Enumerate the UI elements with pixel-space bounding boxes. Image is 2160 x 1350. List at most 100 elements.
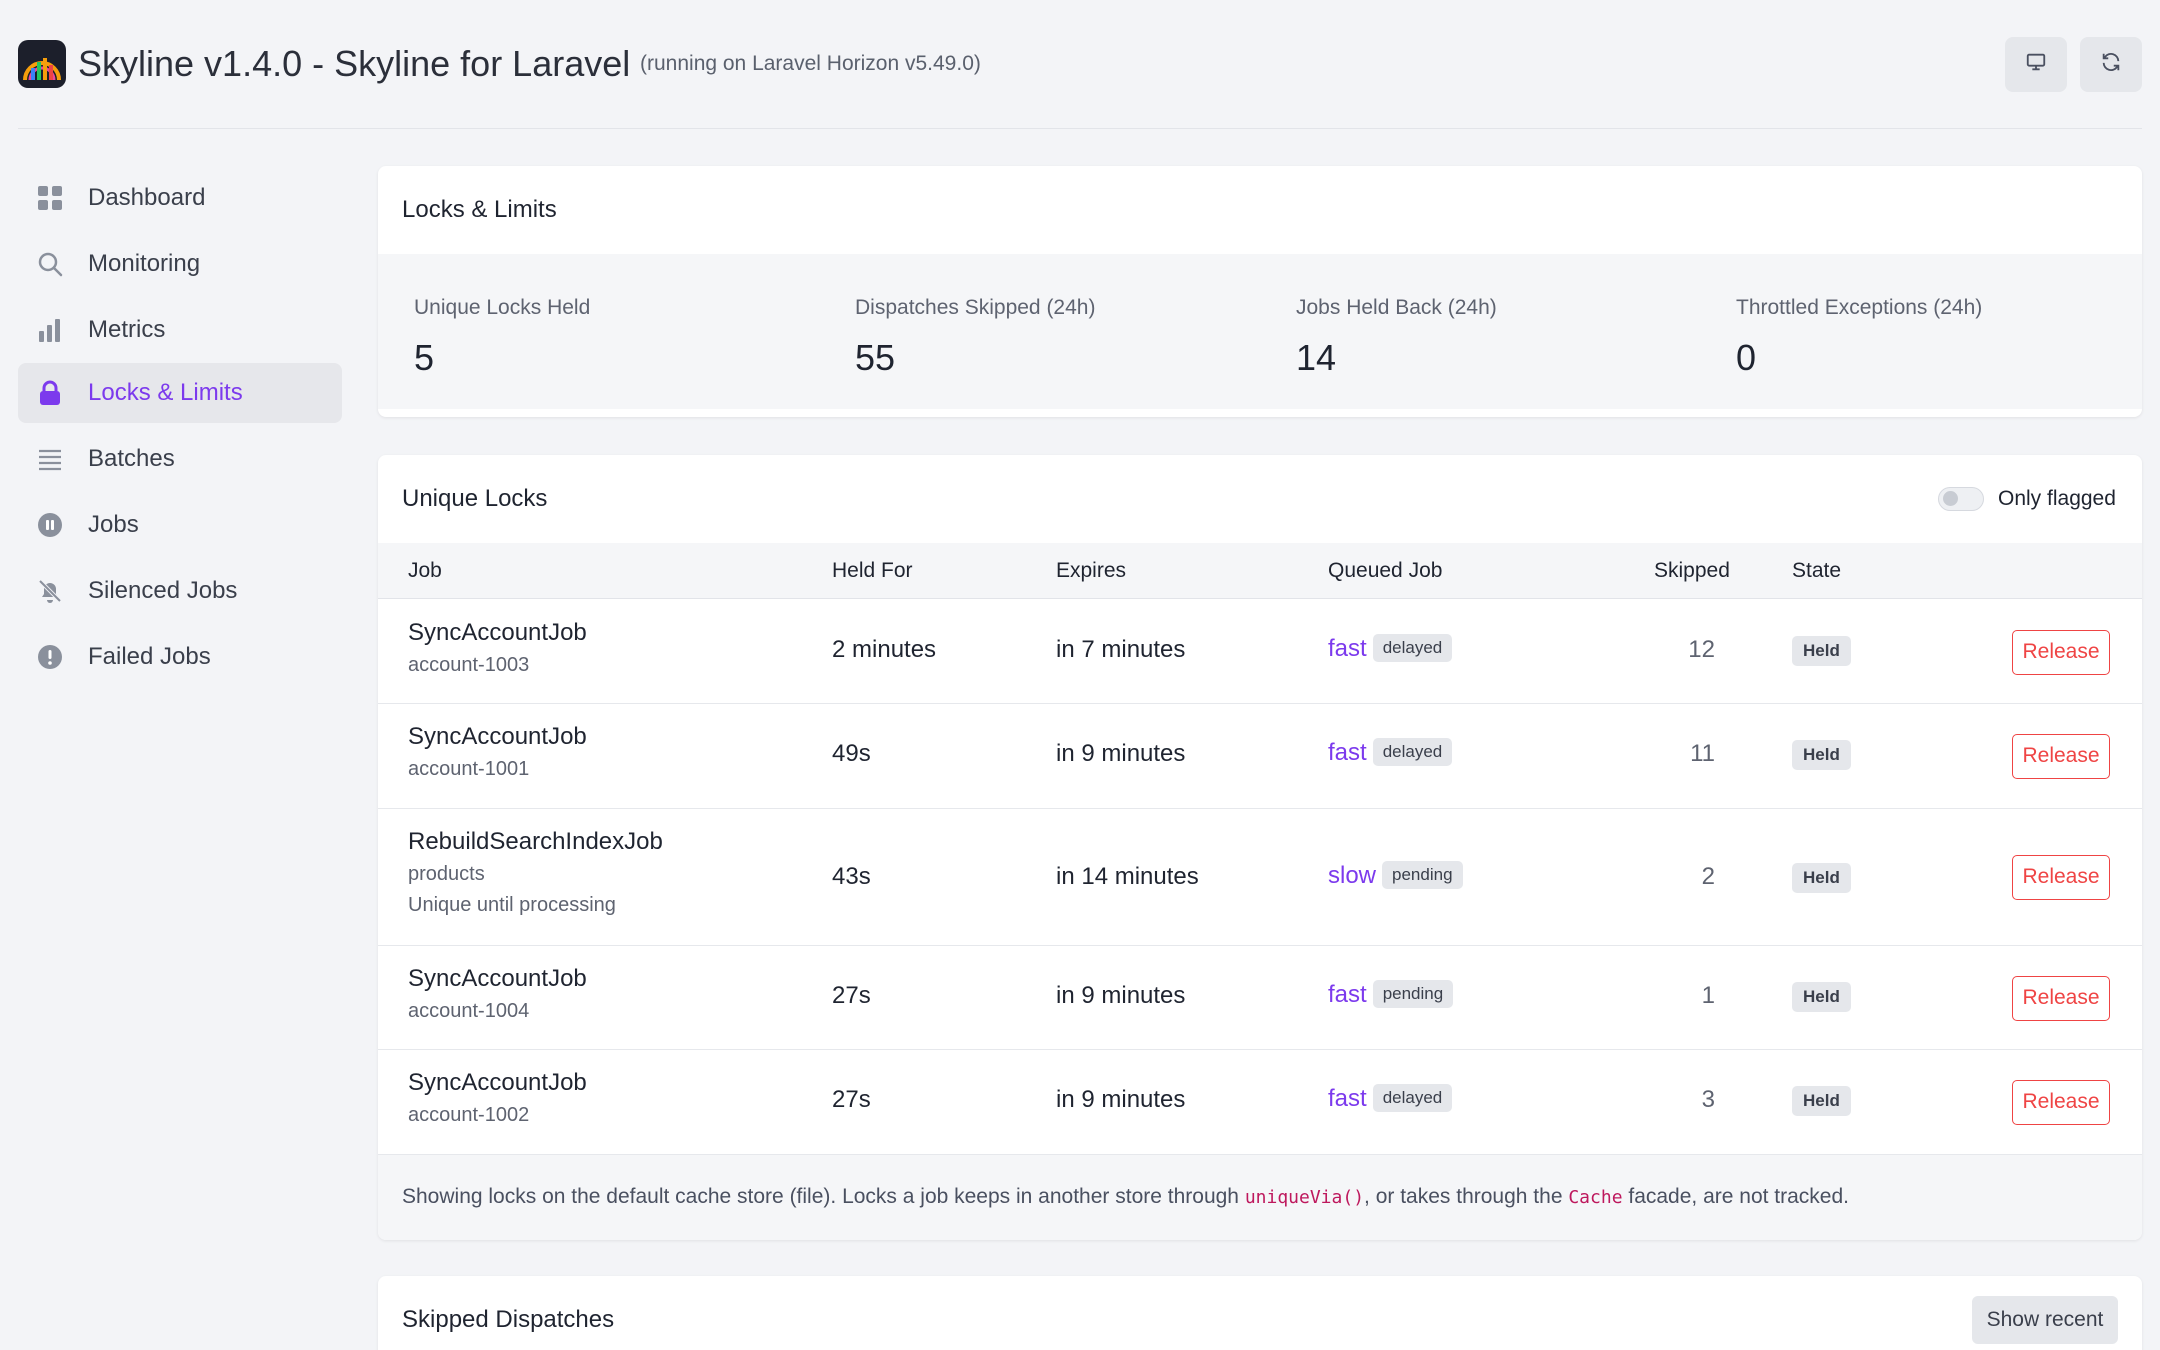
bar-chart-icon (37, 317, 63, 343)
status-badge: Held (1792, 982, 1851, 1012)
refresh-button[interactable] (2080, 37, 2142, 92)
search-icon (37, 251, 63, 277)
app-title: Skyline v1.4.0 - Skyline for Laravel (78, 43, 631, 84)
release-button[interactable]: Release (2012, 1080, 2110, 1125)
release-button[interactable]: Release (2012, 734, 2110, 779)
queue-status-badge: delayed (1372, 1084, 1453, 1112)
queued-job: fast delayed (1328, 737, 1453, 769)
sidebar-item-label: Batches (88, 445, 175, 472)
sidebar-item-locks-limits[interactable]: Locks & Limits (18, 363, 342, 423)
held-for: 43s (832, 863, 871, 890)
sidebar-item-label: Monitoring (88, 250, 201, 277)
table-row: RebuildSearchIndexJob products Unique un… (378, 809, 2142, 946)
sidebar-item-label: Jobs (88, 511, 139, 538)
status-badge: Held (1792, 636, 1851, 666)
skipped-dispatches-card: Skipped Dispatches Show recent (378, 1276, 2142, 1350)
list-icon (37, 446, 63, 472)
job-class-name: SyncAccountJob (408, 965, 587, 992)
skipped-count: 11 (1690, 740, 1715, 767)
state: Held (1792, 863, 1851, 893)
table-header: Job Held For Expires Queued Job Skipped … (378, 543, 2142, 599)
card-title: Locks & Limits (402, 196, 557, 223)
card-title: Unique Locks (402, 485, 548, 512)
stat-value: 5 (414, 337, 435, 378)
stat-label: Throttled Exceptions (24h) (1736, 296, 1983, 319)
app-header: Skyline v1.4.0 - Skyline for Laravel (ru… (18, 0, 2142, 129)
app-logo (18, 40, 66, 88)
sidebar-item-label: Dashboard (88, 184, 206, 211)
sidebar-item-dashboard[interactable]: Dashboard (18, 168, 342, 228)
stat-value: 0 (1736, 337, 1757, 378)
card-title: Skipped Dispatches (402, 1306, 615, 1333)
sidebar-item-label: Locks & Limits (88, 379, 243, 406)
sidebar-item-batches[interactable]: Batches (18, 429, 342, 489)
job-class-name: RebuildSearchIndexJob (408, 828, 663, 855)
queue-link[interactable]: fast (1328, 635, 1367, 662)
footnote-part: Showing locks on the default cache store… (402, 1185, 1245, 1208)
release-button[interactable]: Release (2012, 976, 2110, 1021)
code-cache: Cache (1568, 1187, 1623, 1208)
toggle-knob (1943, 491, 1958, 506)
state: Held (1792, 740, 1851, 770)
job-class-name: SyncAccountJob (408, 619, 587, 646)
queued-job: fast delayed (1328, 633, 1453, 665)
queue-link[interactable]: fast (1328, 981, 1367, 1008)
show-recent-button[interactable]: Show recent (1972, 1296, 2118, 1344)
column-header-queued-job: Queued Job (1328, 559, 1443, 582)
queue-link[interactable]: slow (1328, 862, 1377, 889)
only-flagged-toggle[interactable] (1938, 487, 1984, 511)
monitor-icon (2025, 51, 2047, 78)
table-row: SyncAccountJob account-1002 27s in 9 min… (378, 1050, 2142, 1155)
skipped-count: 1 (1701, 982, 1715, 1009)
lock-key: account-1003 (408, 654, 530, 676)
queue-status-badge: pending (1382, 861, 1463, 889)
grid-icon (37, 185, 63, 211)
sidebar-item-silenced-jobs[interactable]: Silenced Jobs (18, 561, 342, 621)
stat-label: Jobs Held Back (24h) (1296, 296, 1497, 319)
footnote-part: facade, are not tracked. (1622, 1185, 1849, 1208)
queue-link[interactable]: fast (1328, 739, 1367, 766)
state: Held (1792, 982, 1851, 1012)
footnote-part: , or takes through the (1364, 1185, 1569, 1208)
status-badge: Held (1792, 740, 1851, 770)
stat-value: 55 (855, 337, 896, 378)
status-badge: Held (1792, 863, 1851, 893)
column-header-held-for: Held For (832, 559, 913, 582)
job-class-name: SyncAccountJob (408, 723, 587, 750)
table-row: SyncAccountJob account-1003 2 minutes in… (378, 600, 2142, 704)
job-class-name: SyncAccountJob (408, 1069, 587, 1096)
sidebar-item-label: Metrics (88, 316, 166, 343)
app-version-subtitle: (running on Laravel Horizon v5.49.0) (640, 52, 981, 75)
alert-circle-icon (37, 644, 63, 670)
status-badge: Held (1792, 1086, 1851, 1116)
expires: in 7 minutes (1056, 636, 1186, 663)
lock-key: products (408, 863, 485, 885)
table-footnote: Showing locks on the default cache store… (378, 1155, 2142, 1240)
expires: in 9 minutes (1056, 740, 1186, 767)
held-for: 27s (832, 1086, 871, 1113)
queue-link[interactable]: fast (1328, 1085, 1367, 1112)
column-header-expires: Expires (1056, 559, 1127, 582)
sidebar-item-failed-jobs[interactable]: Failed Jobs (18, 627, 342, 687)
skipped-count: 3 (1701, 1086, 1715, 1113)
queued-job: fast pending (1328, 979, 1454, 1011)
sidebar-item-jobs[interactable]: Jobs (18, 495, 342, 555)
code-unique-via: uniqueVia() (1244, 1187, 1365, 1208)
only-flagged-label: Only flagged (1998, 487, 2116, 510)
release-button[interactable]: Release (2012, 855, 2110, 900)
pause-circle-icon (37, 512, 63, 538)
lock-key: account-1002 (408, 1104, 530, 1126)
queue-status-badge: pending (1372, 980, 1454, 1008)
state: Held (1792, 1086, 1851, 1116)
queued-job: slow pending (1328, 860, 1463, 892)
held-for: 27s (832, 982, 871, 1009)
stat-label: Dispatches Skipped (24h) (855, 296, 1096, 319)
stat-label: Unique Locks Held (414, 296, 591, 319)
sidebar-item-metrics[interactable]: Metrics (18, 300, 342, 360)
sidebar-item-label: Silenced Jobs (88, 577, 238, 604)
theme-toggle-button[interactable] (2005, 37, 2067, 92)
sidebar-item-label: Failed Jobs (88, 643, 211, 670)
queued-job: fast delayed (1328, 1083, 1453, 1115)
sidebar-item-monitoring[interactable]: Monitoring (18, 234, 342, 294)
release-button[interactable]: Release (2012, 630, 2110, 675)
